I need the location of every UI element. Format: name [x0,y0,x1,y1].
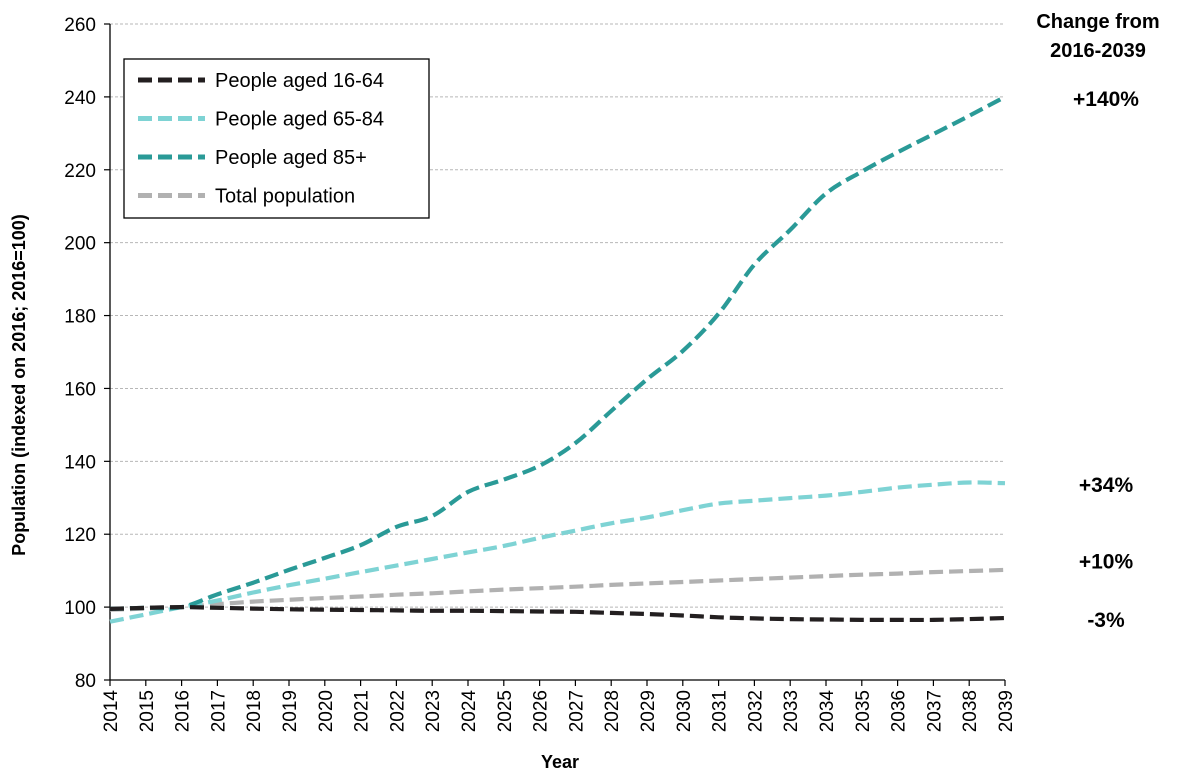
legend: People aged 16-64 People aged 65-84 People… [124,59,429,218]
change-header: Change from [1036,11,1159,33]
x-tick-label: 2018 [244,690,265,732]
y-tick-label: 240 [64,88,96,109]
y-tick-label: 120 [64,525,96,546]
x-tick-label: 2025 [495,690,516,732]
x-tick-label: 2033 [781,690,802,732]
change-annotations: Change from 2016-2039 +140% +34% +10% -3% [1036,11,1159,632]
x-tick-label: 2021 [352,690,373,732]
x-tick-label: 2022 [387,690,408,732]
x-tick-label: 2015 [137,690,158,732]
legend-label: People aged 65-84 [215,109,384,131]
series-line-0 [110,607,1005,620]
legend-label: Total population [215,186,355,208]
change-label: +34% [1079,474,1134,497]
x-tick-label: 2039 [996,690,1017,732]
series-line-1 [110,482,1005,621]
x-tick-label: 2019 [280,690,301,732]
x-tick-labels: 2014 2015 2016 2017 2018 2019 2020 2021 2022 2023… [101,690,1017,733]
x-axis-title: Year [541,752,579,772]
x-tick-label: 2016 [173,690,194,732]
y-axis-title: Population (indexed on 2016; 2016=100) [9,214,29,556]
y-tick-label: 100 [64,598,96,619]
x-tick-label: 2017 [208,690,229,732]
x-tick-label: 2037 [924,690,945,732]
y-tick-label: 200 [64,234,96,255]
x-tick-label: 2023 [423,690,444,732]
y-tick-labels: 80 100 120 140 160 180 200 220 240 260 [64,15,96,692]
x-tick-label: 2030 [674,690,695,732]
x-tick-label: 2036 [889,690,910,732]
series-line-3 [110,570,1005,610]
y-tick-label: 220 [64,161,96,182]
legend-label: People aged 16-64 [215,70,384,92]
x-tick-label: 2024 [459,690,480,733]
y-tick-label: 160 [64,379,96,400]
x-tick-label: 2014 [101,690,122,733]
x-tick-label: 2028 [602,690,623,732]
y-tick-label: 260 [64,15,96,36]
change-header: 2016-2039 [1050,40,1146,62]
x-tick-label: 2038 [960,690,981,732]
x-tick-label: 2020 [316,690,337,732]
y-tick-label: 140 [64,452,96,473]
x-tick-label: 2032 [745,690,766,732]
legend-label: People aged 85+ [215,147,367,169]
y-tick-label: 180 [64,307,96,328]
x-tick-label: 2029 [638,690,659,732]
x-tick-label: 2027 [566,690,587,732]
x-tick-label: 2026 [531,690,552,732]
y-tick-label: 80 [75,671,96,692]
x-tick-label: 2034 [817,690,838,733]
change-label: +140% [1073,88,1139,111]
change-label: -3% [1087,609,1125,632]
x-tick-label: 2031 [710,690,731,732]
change-label: +10% [1079,551,1134,574]
x-tick-label: 2035 [853,690,874,732]
